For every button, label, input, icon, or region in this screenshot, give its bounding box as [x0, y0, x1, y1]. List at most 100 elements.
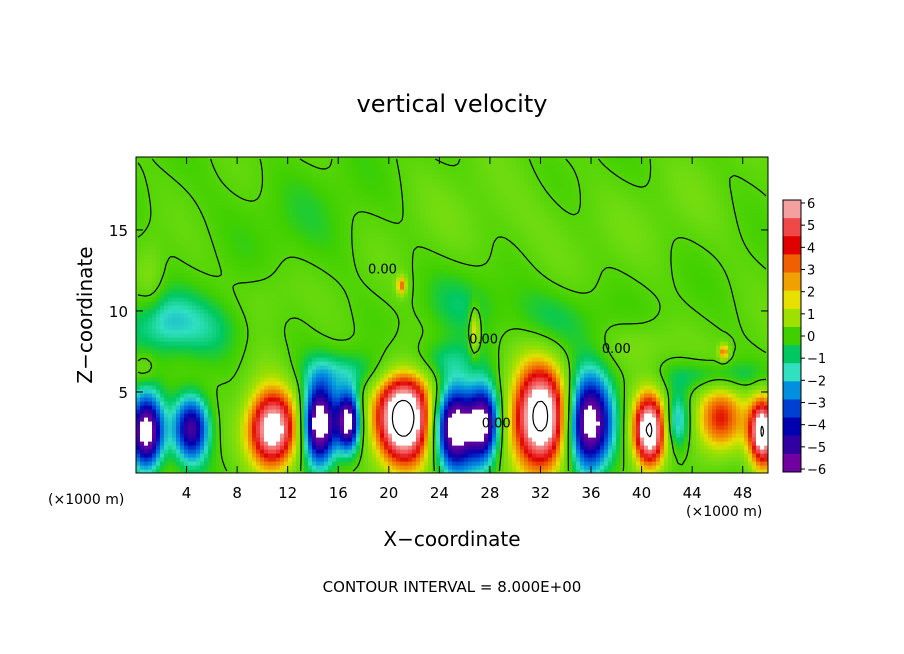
field-cell [392, 353, 397, 358]
field-cell [556, 433, 561, 438]
field-cell [304, 453, 309, 458]
field-cell [764, 445, 768, 450]
field-cell [720, 453, 725, 458]
field-cell [184, 369, 189, 374]
field-cell [260, 357, 265, 362]
field-cell [292, 441, 297, 446]
field-cell [368, 417, 373, 422]
field-cell [556, 437, 561, 442]
field-cell [648, 401, 653, 406]
field-cell [764, 361, 768, 366]
field-cell [180, 421, 185, 426]
field-cell [468, 457, 473, 462]
field-cell [436, 373, 441, 378]
field-cell [260, 457, 265, 462]
field-cell [176, 365, 181, 370]
field-cell [456, 421, 461, 426]
field-cell [380, 389, 385, 394]
field-cell [632, 433, 637, 438]
field-cell [348, 429, 353, 434]
field-cell [592, 357, 597, 362]
field-cell [652, 397, 657, 402]
field-cell [732, 449, 737, 454]
field-cell [324, 421, 329, 426]
field-cell [700, 437, 705, 442]
field-cell [168, 345, 173, 350]
field-cell [504, 377, 509, 382]
field-cell [712, 369, 717, 374]
field-cell [440, 389, 445, 394]
field-cell [304, 393, 309, 398]
field-cell [212, 373, 217, 378]
field-cell [540, 417, 545, 422]
field-cell [520, 353, 525, 358]
field-cell [752, 369, 757, 374]
field-cell [276, 397, 281, 402]
field-cell [204, 453, 209, 458]
field-cell [684, 457, 689, 462]
field-cell [476, 469, 481, 473]
field-cell [740, 393, 745, 398]
field-cell [372, 425, 377, 430]
field-cell [748, 421, 753, 426]
field-cell [208, 401, 213, 406]
field-cell [160, 409, 165, 414]
field-cell [508, 413, 513, 418]
field-cell [300, 469, 305, 473]
field-cell [332, 397, 337, 402]
field-cell [632, 413, 637, 418]
field-cell [264, 397, 269, 402]
field-cell [576, 429, 581, 434]
field-cell [196, 409, 201, 414]
field-cell [480, 369, 485, 374]
field-cell [244, 457, 249, 462]
field-cell [436, 461, 441, 466]
field-cell [548, 417, 553, 422]
field-cell [660, 429, 665, 434]
field-cell [520, 441, 525, 446]
field-cell [692, 421, 697, 426]
field-cell [340, 405, 345, 410]
field-cell [652, 457, 657, 462]
field-cell [224, 413, 229, 418]
field-cell [332, 461, 337, 466]
field-cell [628, 425, 633, 430]
field-cell [744, 405, 749, 410]
field-cell [568, 457, 573, 462]
field-cell [372, 345, 377, 350]
field-cell [192, 449, 197, 454]
field-cell [448, 357, 453, 362]
field-cell [276, 469, 281, 473]
field-cell [712, 457, 717, 462]
field-cell [748, 441, 753, 446]
field-cell [756, 417, 761, 422]
field-cell [524, 449, 529, 454]
field-cell [720, 457, 725, 462]
field-cell [552, 393, 557, 398]
field-cell [340, 453, 345, 458]
field-cell [288, 369, 293, 374]
field-cell [344, 429, 349, 434]
field-cell [296, 349, 301, 354]
field-cell [344, 409, 349, 414]
field-cell [428, 385, 433, 390]
field-cell [676, 361, 681, 366]
field-cell [464, 461, 469, 466]
field-cell [636, 389, 641, 394]
field-cell [444, 405, 449, 410]
field-cell [472, 353, 477, 358]
field-cell [556, 365, 561, 370]
field-cell [360, 357, 365, 362]
field-cell [208, 385, 213, 390]
field-cell [412, 373, 417, 378]
field-cell [560, 465, 565, 470]
field-cell [696, 421, 701, 426]
field-cell [188, 353, 193, 358]
field-cell [468, 349, 473, 354]
field-cell [420, 365, 425, 370]
field-cell [544, 377, 549, 382]
field-cell [148, 421, 153, 426]
field-cell [296, 465, 301, 470]
field-cell [192, 461, 197, 466]
field-cell [448, 421, 453, 426]
